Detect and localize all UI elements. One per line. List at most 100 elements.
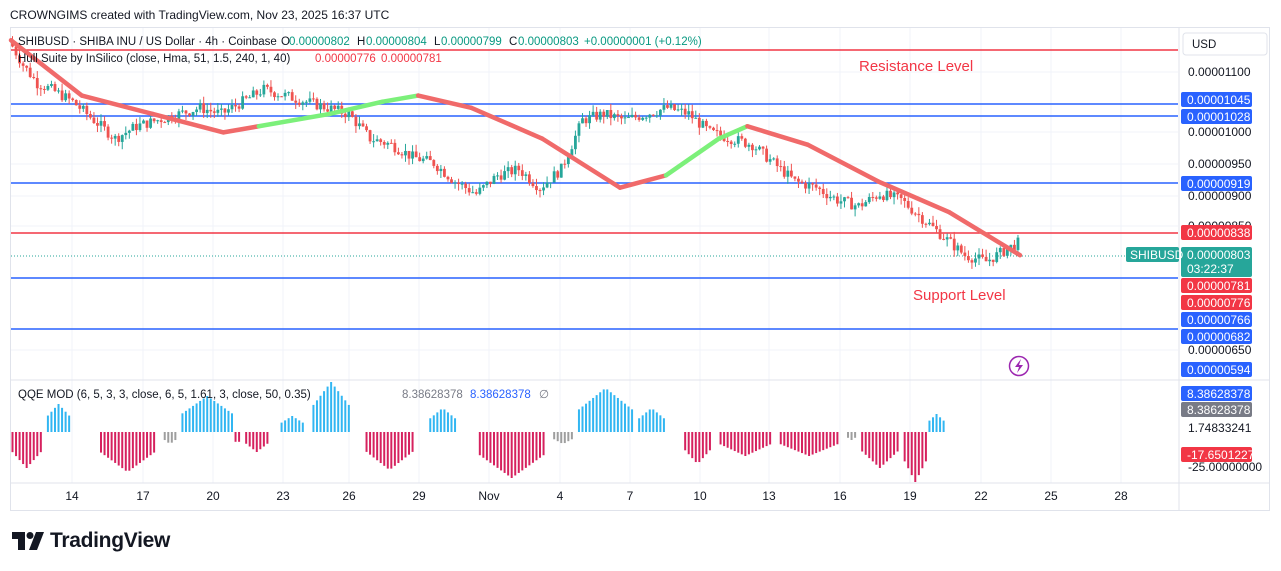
candle-body	[666, 105, 669, 108]
candle-body	[510, 167, 514, 175]
y-tick-label: 0.00000900	[1188, 189, 1252, 203]
candle-body	[195, 109, 198, 113]
candle-body	[276, 96, 280, 98]
candle-body	[584, 118, 588, 124]
candle-body	[846, 197, 850, 199]
candle-body	[248, 97, 252, 99]
candle-body	[414, 151, 418, 158]
candle-body	[379, 139, 383, 143]
candle-body	[697, 117, 701, 128]
price-label-bg	[1181, 362, 1252, 377]
candle-body	[782, 166, 786, 177]
candle-body	[227, 109, 230, 113]
candle-body	[467, 188, 471, 193]
candle-body	[630, 114, 634, 118]
candle-body	[878, 196, 882, 199]
candle-body	[843, 197, 846, 202]
candle-body	[319, 103, 322, 110]
price-label-text: 0.00000776	[1187, 296, 1251, 310]
y-tick-label: 0.00000950	[1188, 157, 1252, 171]
candle-body	[832, 196, 836, 198]
candle-body	[634, 114, 638, 118]
candle-body	[216, 109, 220, 113]
candle-body	[910, 207, 914, 214]
created-by-header: CROWNGIMS created with TradingView.com, …	[10, 8, 390, 22]
candle-body	[453, 182, 457, 184]
candle-body	[273, 92, 276, 98]
hull-suite-segment	[805, 142, 881, 184]
y-tick-label: 0.00001100	[1188, 65, 1251, 79]
hull-value-2: 0.00000781	[381, 53, 442, 65]
candle-body	[899, 194, 903, 199]
candle-body	[913, 213, 917, 215]
candle-body	[67, 93, 71, 99]
support-level-label: Support Level	[913, 287, 1006, 304]
candle-body	[928, 222, 931, 225]
candle-body	[786, 170, 790, 177]
candle-body	[938, 229, 942, 239]
candle-body	[266, 84, 269, 87]
candle-body	[768, 159, 772, 162]
currency-label[interactable]: USD	[1192, 39, 1216, 51]
candle-body	[719, 130, 722, 136]
tradingview-logo[interactable]: TradingView	[12, 529, 170, 553]
x-tick-label: Nov	[478, 489, 499, 503]
candle-body	[758, 146, 761, 150]
candle-body	[432, 160, 436, 166]
candle-body	[655, 115, 659, 117]
candle-body	[60, 90, 64, 101]
candle-body	[326, 109, 329, 112]
candle-body	[712, 127, 715, 131]
price-label-text: 0.00000682	[1187, 330, 1251, 344]
candle-body	[400, 154, 404, 156]
candle-body	[726, 140, 730, 142]
plot-layer: 14 17 20 23 26 29 Nov 4 7 10 13 16 19 22 25 28 0.0000110…	[8, 28, 1270, 511]
candle-body	[963, 252, 967, 257]
candle-body	[814, 184, 818, 188]
qqe-y-tick-label: -25.00000000	[1188, 460, 1262, 474]
candle-body	[570, 149, 574, 158]
x-tick-label: 10	[693, 489, 707, 503]
tradingview-logo-icon	[12, 532, 44, 550]
candle-body	[804, 182, 807, 189]
candle-body	[906, 201, 910, 208]
candle-body	[312, 98, 315, 100]
candle-body	[651, 114, 655, 116]
candle-body	[644, 117, 648, 119]
resistance-level-label: Resistance Level	[859, 58, 973, 75]
candle-body	[428, 156, 432, 161]
y-tick-label: 0.00001000	[1188, 125, 1252, 139]
candle-body	[14, 46, 18, 56]
candle-body	[460, 183, 464, 185]
candle-body	[740, 136, 744, 139]
legend-close-value: 0.00000803	[518, 36, 579, 48]
x-tick-label: 26	[342, 489, 356, 503]
candle-body	[818, 187, 822, 189]
candle-body	[882, 196, 885, 201]
candle-body	[446, 176, 450, 180]
candle-body	[450, 179, 453, 183]
candle-body	[885, 190, 889, 201]
candle-body	[577, 123, 581, 136]
candle-body	[407, 150, 411, 159]
qqe-label-bg	[1181, 386, 1252, 401]
candle-body	[131, 123, 135, 131]
candle-body	[124, 132, 128, 136]
candle-body	[531, 182, 535, 187]
legend-symbol: SHIBUSD · SHIBA INU / US Dollar · 4h · C…	[18, 36, 277, 48]
candle-body	[474, 192, 478, 194]
x-tick-label: 4	[557, 489, 564, 503]
candle-body	[42, 88, 46, 90]
candle-body	[747, 144, 751, 147]
candle-body	[524, 174, 528, 176]
candle-body	[287, 92, 291, 94]
candle-body	[743, 138, 747, 147]
candle-body	[404, 150, 407, 156]
x-tick-label: 16	[833, 489, 847, 503]
candle-body	[258, 94, 262, 96]
candle-body	[350, 111, 354, 117]
candle-body	[974, 258, 977, 263]
candle-body	[88, 114, 92, 118]
candle-body	[202, 103, 206, 114]
